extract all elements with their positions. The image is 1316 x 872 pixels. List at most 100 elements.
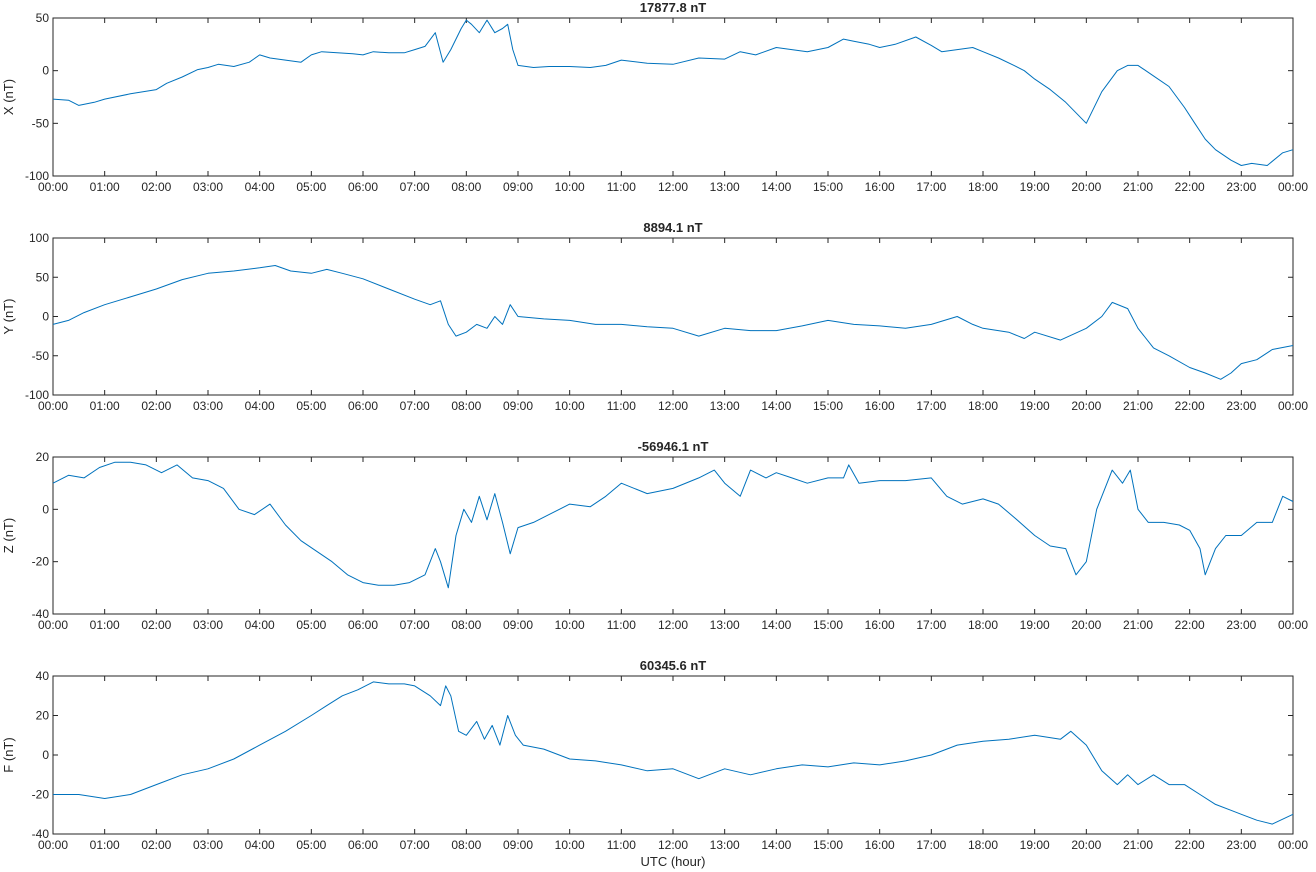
x-tick-label: 23:00 — [1226, 618, 1256, 632]
x-tick-label: 04:00 — [245, 618, 275, 632]
x-tick-label: 15:00 — [813, 180, 843, 194]
panel-title: 8894.1 nT — [643, 220, 702, 235]
x-tick-label: 19:00 — [1020, 399, 1050, 413]
x-tick-label: 02:00 — [141, 399, 171, 413]
x-tick-label: 07:00 — [400, 618, 430, 632]
x-tick-label: 18:00 — [968, 838, 998, 852]
chart-panel-Z (nT): 00:00 01:00 02:00 03:00 04:00 05:00 06:00 07:00… — [1, 439, 1308, 632]
y-axis-label: X (nT) — [1, 79, 16, 115]
x-tick-label: 14:00 — [761, 399, 791, 413]
y-tick-label: 50 — [36, 11, 50, 25]
x-tick-label: 18:00 — [968, 180, 998, 194]
x-tick-label: 06:00 — [348, 838, 378, 852]
x-tick-label: 10:00 — [555, 180, 585, 194]
series-line-Z (nT) — [52, 461, 1294, 589]
y-tick-label: -40 — [32, 607, 50, 621]
x-tick-label: 21:00 — [1123, 180, 1153, 194]
x-tick-label: 00:00 — [38, 618, 68, 632]
x-tick-label: 00:00 — [1278, 399, 1308, 413]
x-tick-label: 22:00 — [1175, 618, 1205, 632]
y-tick-label: -40 — [32, 827, 50, 841]
x-tick-label: 13:00 — [710, 180, 740, 194]
x-tick-label: 01:00 — [90, 399, 120, 413]
x-tick-label: 17:00 — [916, 399, 946, 413]
x-tick-label: 02:00 — [141, 618, 171, 632]
x-tick-label: 13:00 — [710, 838, 740, 852]
x-tick-label: 03:00 — [193, 838, 223, 852]
x-tick-label: 05:00 — [296, 399, 326, 413]
x-tick-label: 20:00 — [1071, 618, 1101, 632]
panel-title: 60345.6 nT — [640, 658, 707, 673]
x-tick-label: 22:00 — [1175, 399, 1205, 413]
x-tick-label: 01:00 — [90, 180, 120, 194]
x-tick-label: 03:00 — [193, 399, 223, 413]
x-tick-label: 05:00 — [296, 180, 326, 194]
x-tick-label: 05:00 — [296, 838, 326, 852]
x-tick-label: 11:00 — [607, 838, 636, 852]
x-tick-label: 01:00 — [90, 838, 120, 852]
x-tick-label: 14:00 — [761, 838, 791, 852]
x-tick-label: 11:00 — [607, 180, 636, 194]
plot-frame — [52, 456, 1294, 615]
x-tick-label: 20:00 — [1071, 180, 1101, 194]
chart-panel-F (nT): 00:00 01:00 02:00 03:00 04:00 05:00 06:00 07:00… — [1, 658, 1308, 869]
y-tick-label: 20 — [36, 450, 50, 464]
x-tick-label: 13:00 — [710, 618, 740, 632]
plot-frame — [52, 675, 1294, 835]
y-axis-label: Y (nT) — [1, 299, 16, 335]
x-tick-label: 03:00 — [193, 618, 223, 632]
x-tick-label: 19:00 — [1020, 838, 1050, 852]
x-tick-label: 10:00 — [555, 399, 585, 413]
x-tick-label: 04:00 — [245, 399, 275, 413]
x-tick-label: 00:00 — [38, 838, 68, 852]
x-tick-label: 12:00 — [658, 399, 688, 413]
x-tick-label: 16:00 — [865, 618, 895, 632]
x-tick-label: 21:00 — [1123, 399, 1153, 413]
x-tick-label: 15:00 — [813, 618, 843, 632]
x-tick-label: 12:00 — [658, 838, 688, 852]
x-tick-label: 09:00 — [503, 618, 533, 632]
y-tick-label: 0 — [42, 310, 49, 324]
x-tick-label: 20:00 — [1071, 838, 1101, 852]
x-tick-label: 06:00 — [348, 399, 378, 413]
x-tick-label: 17:00 — [916, 838, 946, 852]
x-tick-label: 03:00 — [193, 180, 223, 194]
x-tick-label: 16:00 — [865, 399, 895, 413]
x-axis-label: UTC (hour) — [640, 854, 705, 869]
y-tick-label: -100 — [25, 388, 49, 402]
x-tick-label: 12:00 — [658, 618, 688, 632]
x-tick-label: 21:00 — [1123, 838, 1153, 852]
y-tick-label: -20 — [32, 555, 50, 569]
x-tick-label: 15:00 — [813, 838, 843, 852]
x-tick-label: 07:00 — [400, 180, 430, 194]
x-tick-label: 22:00 — [1175, 838, 1205, 852]
x-tick-label: 05:00 — [296, 618, 326, 632]
y-tick-label: 40 — [36, 669, 50, 683]
x-tick-label: 15:00 — [813, 399, 843, 413]
x-tick-label: 16:00 — [865, 180, 895, 194]
x-tick-label: 11:00 — [607, 618, 636, 632]
x-tick-label: 08:00 — [451, 399, 481, 413]
x-tick-label: 20:00 — [1071, 399, 1101, 413]
x-tick-label: 04:00 — [245, 838, 275, 852]
x-tick-label: 07:00 — [400, 838, 430, 852]
y-tick-label: 0 — [42, 64, 49, 78]
x-tick-label: 14:00 — [761, 618, 791, 632]
x-tick-label: 01:00 — [90, 618, 120, 632]
x-tick-label: 22:00 — [1175, 180, 1205, 194]
y-tick-label: 0 — [42, 748, 49, 762]
x-tick-label: 00:00 — [38, 180, 68, 194]
y-tick-label: -20 — [32, 788, 50, 802]
y-axis-label: F (nT) — [1, 737, 16, 772]
x-tick-label: 06:00 — [348, 618, 378, 632]
x-tick-label: 12:00 — [658, 180, 688, 194]
x-tick-label: 04:00 — [245, 180, 275, 194]
chart-panel-X (nT): 00:00 01:00 02:00 03:00 04:00 05:00 06:00 07:00… — [1, 0, 1308, 194]
plot-frame — [52, 17, 1294, 177]
series-line-Y (nT) — [52, 265, 1294, 380]
x-tick-label: 09:00 — [503, 399, 533, 413]
x-tick-label: 14:00 — [761, 180, 791, 194]
x-tick-label: 09:00 — [503, 180, 533, 194]
x-tick-label: 07:00 — [400, 399, 430, 413]
